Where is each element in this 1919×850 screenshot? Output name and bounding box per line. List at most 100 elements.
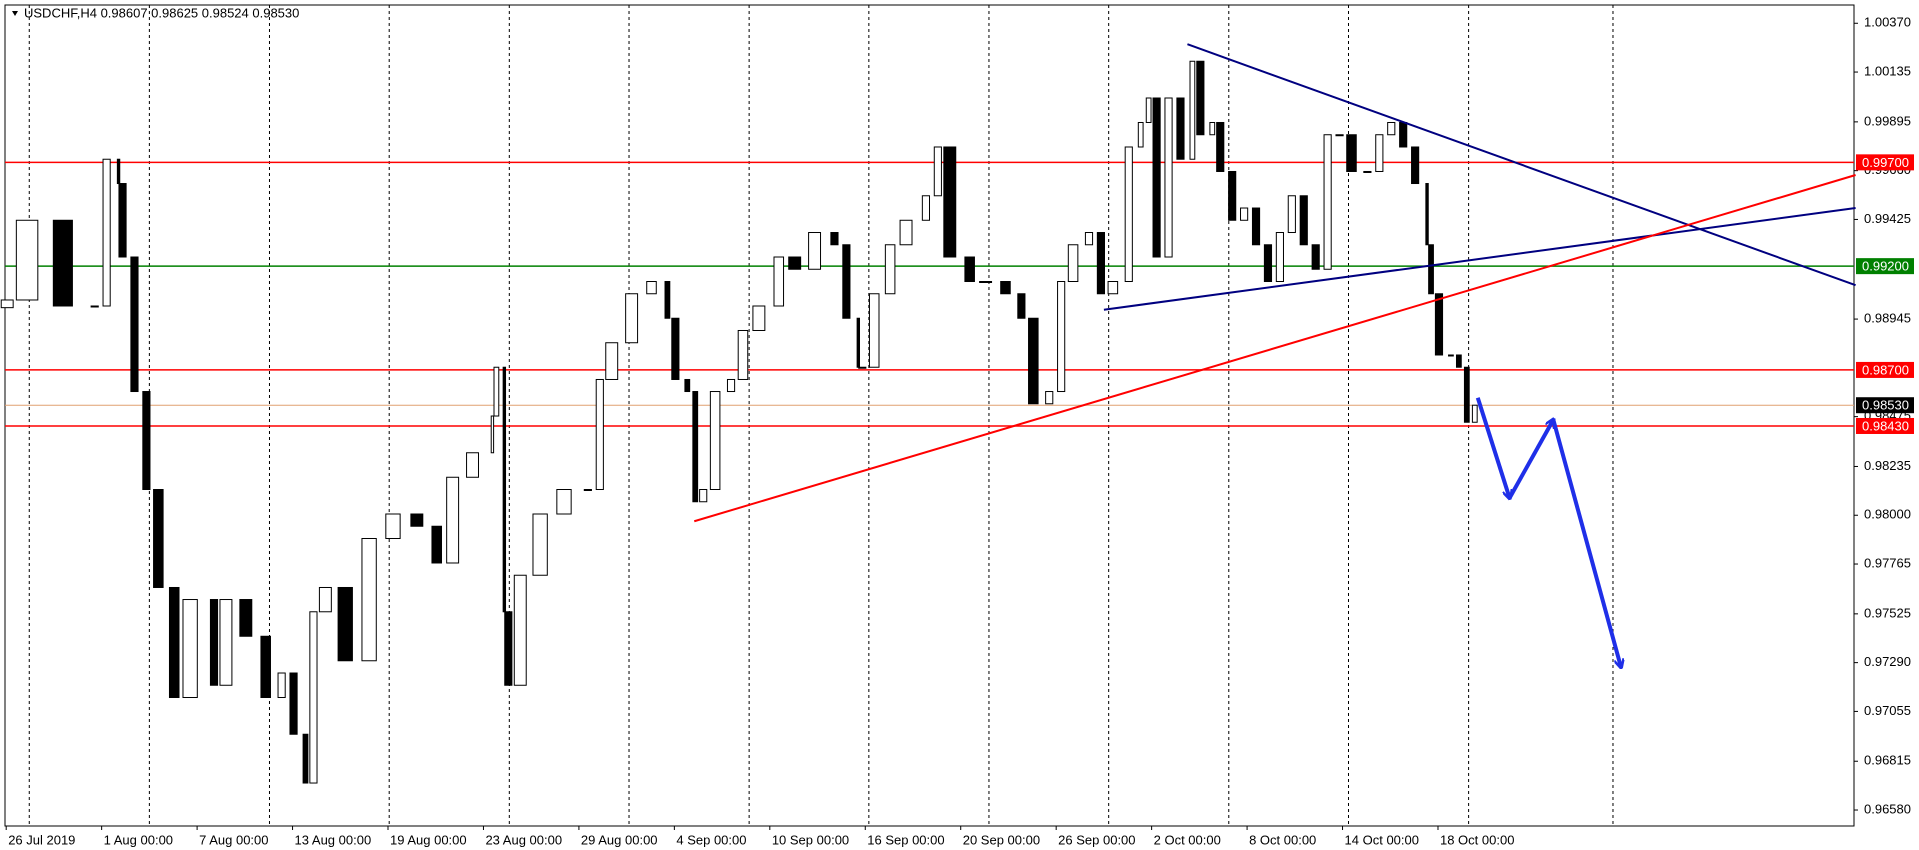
candle	[1251, 207, 1261, 246]
price-level-label: 0.98430	[1862, 418, 1909, 433]
candle	[219, 599, 233, 686]
candle	[239, 599, 253, 637]
candle	[1287, 195, 1296, 234]
candle	[277, 672, 286, 699]
candle	[1471, 404, 1478, 423]
candle	[1411, 146, 1420, 185]
forecast-arrow	[1475, 397, 1510, 498]
candle	[361, 537, 377, 662]
y-tick-label: 0.96815	[1864, 753, 1911, 768]
candle	[1216, 121, 1225, 172]
candle	[142, 391, 151, 491]
x-tick-label: 26 Jul 2019	[8, 832, 75, 847]
x-tick-label: 26 Sep 00:00	[1058, 832, 1135, 847]
x-tick-label: 20 Sep 00:00	[963, 832, 1040, 847]
x-tick-label: 29 Aug 00:00	[581, 832, 658, 847]
candle	[1463, 366, 1470, 423]
price-level-tag	[1856, 361, 1914, 378]
candle	[671, 317, 680, 380]
trend-line	[1103, 207, 1856, 311]
candle	[1455, 354, 1462, 368]
x-tick-label: 8 Oct 00:00	[1249, 832, 1316, 847]
plot-frame	[4, 4, 1855, 827]
menu-triangle	[12, 11, 18, 16]
y-tick-label: 0.99895	[1864, 113, 1911, 128]
candle	[1084, 232, 1094, 246]
candle	[490, 415, 495, 454]
y-tick-label: 0.97525	[1864, 605, 1911, 620]
candle	[1137, 121, 1144, 148]
x-tick-label: 7 Aug 00:00	[199, 832, 268, 847]
candle	[1209, 121, 1216, 136]
candle	[692, 391, 699, 503]
candle	[1124, 146, 1133, 283]
candle	[1067, 244, 1079, 283]
candle	[964, 256, 975, 283]
candle	[921, 195, 931, 221]
candle	[868, 293, 880, 368]
y-tick-label: 0.96580	[1864, 801, 1911, 816]
candle	[788, 256, 802, 270]
y-tick-label: 0.99425	[1864, 211, 1911, 226]
candle	[466, 452, 479, 478]
candle	[260, 635, 271, 699]
candle	[1045, 391, 1054, 405]
y-tick-label: 0.98235	[1864, 458, 1911, 473]
candle	[385, 513, 401, 539]
candle	[1399, 121, 1408, 148]
candle	[1145, 97, 1152, 123]
x-tick-label: 23 Aug 00:00	[485, 832, 562, 847]
candle	[583, 489, 592, 492]
trend-line	[1187, 43, 1856, 287]
candle	[856, 317, 861, 368]
candle	[209, 599, 219, 686]
candle	[1387, 121, 1396, 136]
candle	[858, 366, 867, 369]
candle	[943, 146, 957, 258]
candle	[513, 574, 527, 686]
candle	[737, 329, 749, 380]
candle	[646, 281, 657, 295]
x-tick-label: 10 Sep 00:00	[772, 832, 849, 847]
candle	[153, 489, 164, 588]
candle	[830, 232, 839, 246]
price-level-label: 0.98530	[1862, 398, 1909, 413]
y-tick-label: 0.98000	[1864, 507, 1911, 522]
candle	[1346, 134, 1357, 172]
candle	[1434, 293, 1444, 356]
candle	[1323, 134, 1332, 270]
candle	[1375, 134, 1384, 172]
candle	[1176, 97, 1185, 160]
candle	[979, 281, 993, 284]
candle	[102, 158, 111, 307]
candle	[1196, 60, 1205, 136]
candle	[1152, 97, 1161, 258]
candle	[410, 513, 424, 527]
candle	[699, 489, 708, 503]
candle	[1096, 232, 1106, 295]
candle	[1335, 134, 1344, 137]
candle	[1017, 293, 1026, 319]
x-tick-label: 4 Sep 00:00	[676, 832, 746, 847]
x-tick-label: 13 Aug 00:00	[295, 832, 372, 847]
price-level-label: 0.99200	[1862, 259, 1909, 274]
candle	[709, 391, 721, 491]
candle	[289, 672, 298, 735]
candle	[842, 244, 851, 319]
candle	[116, 158, 121, 185]
candle	[118, 183, 127, 258]
candle	[752, 305, 766, 331]
price-level-tag	[1856, 417, 1914, 434]
candle	[1189, 60, 1196, 160]
y-tick-label: 0.97765	[1864, 555, 1911, 570]
candle	[168, 586, 180, 699]
candle	[1000, 281, 1011, 295]
y-tick-label: 0.97055	[1864, 703, 1911, 718]
candle	[493, 366, 500, 417]
candle	[664, 281, 671, 319]
x-tick-label: 14 Oct 00:00	[1345, 832, 1419, 847]
x-tick-label: 1 Aug 00:00	[104, 832, 173, 847]
candle	[130, 256, 139, 393]
candle	[532, 513, 548, 576]
y-tick-label: 0.97290	[1864, 654, 1911, 669]
